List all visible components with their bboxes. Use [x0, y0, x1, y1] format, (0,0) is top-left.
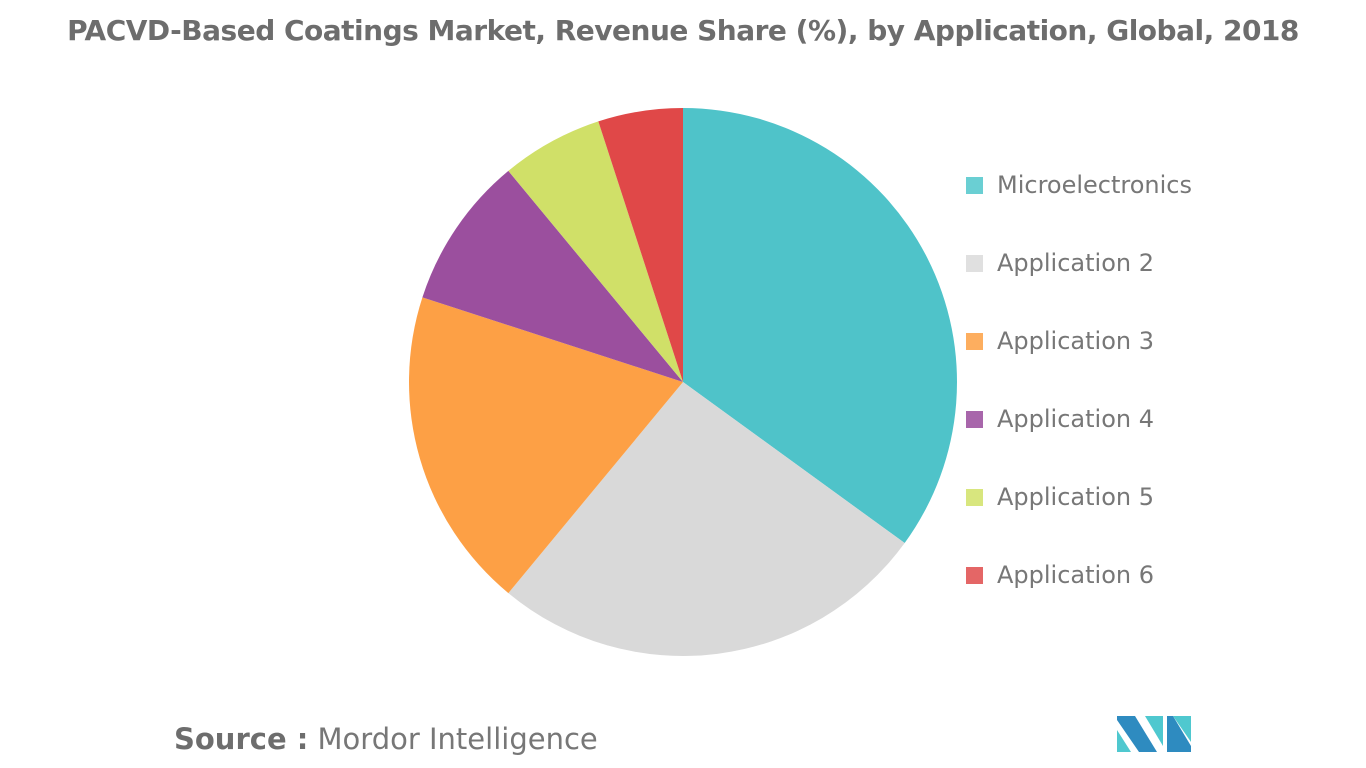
pie-slice-3	[409, 297, 683, 594]
chart-title: PACVD-Based Coatings Market, Revenue Sha…	[67, 14, 1299, 47]
pie-slice-5	[508, 121, 683, 382]
legend-item: Application 6	[966, 560, 1154, 590]
legend-label: Application 2	[997, 249, 1154, 277]
legend-item: Application 5	[966, 482, 1154, 512]
legend-swatch	[966, 176, 983, 194]
legend-item: Microelectronics	[966, 170, 1192, 200]
legend-swatch	[966, 410, 983, 428]
legend-label: Application 4	[997, 405, 1154, 433]
pie-slice-6	[598, 108, 683, 382]
legend-label: Microelectronics	[997, 171, 1192, 199]
legend-label: Application 5	[997, 483, 1154, 511]
mordor-intelligence-logo	[1117, 716, 1191, 752]
legend-item: Application 2	[966, 248, 1154, 278]
legend-swatch	[966, 332, 983, 350]
source-text: Mordor Intelligence	[317, 722, 598, 756]
legend-item: Application 4	[966, 404, 1154, 434]
legend-swatch	[966, 488, 983, 506]
legend-swatch	[966, 566, 983, 584]
pie-slice-2	[508, 382, 905, 656]
legend-item: Application 3	[966, 326, 1154, 356]
pie-slice-4	[422, 170, 683, 382]
pie-slice-1	[683, 108, 957, 544]
source-label: Source :	[174, 722, 309, 756]
source-note: Source : Mordor Intelligence	[174, 722, 598, 756]
legend-swatch	[966, 254, 983, 272]
legend-label: Application 3	[997, 327, 1154, 355]
legend-label: Application 6	[997, 561, 1154, 589]
